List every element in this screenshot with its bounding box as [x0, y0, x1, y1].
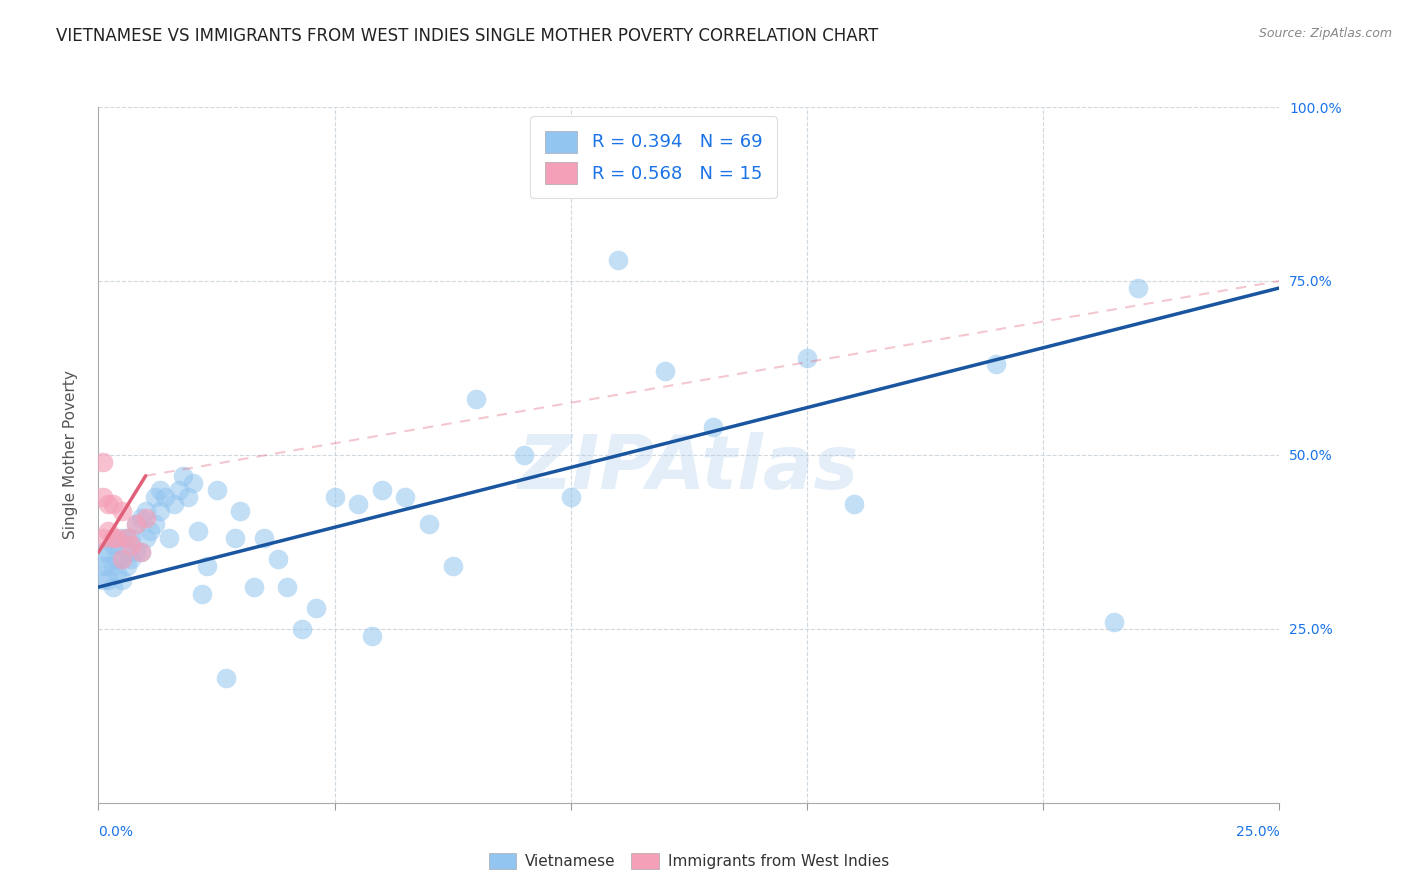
Point	[163, 497, 186, 511]
Text: ZIPAtlas: ZIPAtlas	[519, 433, 859, 506]
Point	[844, 497, 866, 511]
Legend: Vietnamese, Immigrants from West Indies: Vietnamese, Immigrants from West Indies	[482, 847, 896, 875]
Point	[224, 532, 246, 546]
Legend: R = 0.394   N = 69, R = 0.568   N = 15: R = 0.394 N = 69, R = 0.568 N = 15	[530, 116, 776, 198]
Point	[143, 517, 166, 532]
Point	[111, 573, 134, 587]
Point	[101, 532, 124, 546]
Point	[129, 545, 152, 559]
Point	[121, 538, 143, 552]
Point	[796, 351, 818, 365]
Text: 25.0%: 25.0%	[1236, 825, 1279, 839]
Point	[91, 559, 114, 574]
Point	[654, 364, 676, 378]
Point	[91, 573, 114, 587]
Point	[187, 524, 209, 539]
Point	[347, 497, 370, 511]
Point	[290, 622, 312, 636]
Point	[97, 545, 120, 559]
Point	[276, 580, 298, 594]
Point	[135, 510, 157, 524]
Point	[91, 545, 114, 559]
Text: 0.0%: 0.0%	[98, 825, 134, 839]
Point	[129, 545, 152, 559]
Point	[215, 671, 238, 685]
Point	[394, 490, 416, 504]
Point	[97, 524, 120, 539]
Point	[101, 580, 124, 594]
Point	[465, 392, 488, 407]
Point	[115, 545, 138, 559]
Point	[243, 580, 266, 594]
Point	[267, 552, 290, 566]
Point	[323, 490, 346, 504]
Point	[157, 532, 180, 546]
Point	[121, 532, 143, 546]
Point	[115, 532, 138, 546]
Point	[97, 559, 120, 574]
Point	[418, 517, 440, 532]
Point	[205, 483, 228, 497]
Point	[177, 490, 200, 504]
Point	[105, 538, 128, 552]
Point	[135, 532, 157, 546]
Point	[172, 468, 194, 483]
Point	[97, 573, 120, 587]
Point	[984, 358, 1007, 372]
Y-axis label: Single Mother Poverty: Single Mother Poverty	[63, 370, 77, 540]
Point	[111, 552, 134, 566]
Point	[91, 490, 114, 504]
Text: VIETNAMESE VS IMMIGRANTS FROM WEST INDIES SINGLE MOTHER POVERTY CORRELATION CHAR: VIETNAMESE VS IMMIGRANTS FROM WEST INDIE…	[56, 27, 879, 45]
Point	[143, 490, 166, 504]
Point	[441, 559, 464, 574]
Point	[1126, 281, 1149, 295]
Point	[195, 559, 218, 574]
Point	[111, 532, 134, 546]
Point	[371, 483, 394, 497]
Point	[361, 629, 384, 643]
Point	[121, 552, 143, 566]
Point	[153, 490, 176, 504]
Point	[1102, 615, 1125, 629]
Point	[253, 532, 276, 546]
Text: Source: ZipAtlas.com: Source: ZipAtlas.com	[1258, 27, 1392, 40]
Point	[125, 517, 148, 532]
Point	[607, 253, 630, 268]
Point	[101, 497, 124, 511]
Point	[91, 455, 114, 469]
Point	[167, 483, 190, 497]
Point	[115, 559, 138, 574]
Point	[135, 503, 157, 517]
Point	[702, 420, 724, 434]
Point	[111, 503, 134, 517]
Point	[191, 587, 214, 601]
Point	[149, 483, 172, 497]
Point	[111, 552, 134, 566]
Point	[101, 538, 124, 552]
Point	[105, 566, 128, 581]
Point	[125, 517, 148, 532]
Point	[229, 503, 252, 517]
Point	[101, 559, 124, 574]
Point	[139, 524, 162, 539]
Point	[105, 552, 128, 566]
Point	[129, 510, 152, 524]
Point	[105, 532, 128, 546]
Point	[305, 601, 328, 615]
Point	[560, 490, 582, 504]
Point	[115, 532, 138, 546]
Point	[181, 475, 204, 490]
Point	[91, 532, 114, 546]
Point	[125, 545, 148, 559]
Point	[149, 503, 172, 517]
Point	[512, 448, 534, 462]
Point	[97, 497, 120, 511]
